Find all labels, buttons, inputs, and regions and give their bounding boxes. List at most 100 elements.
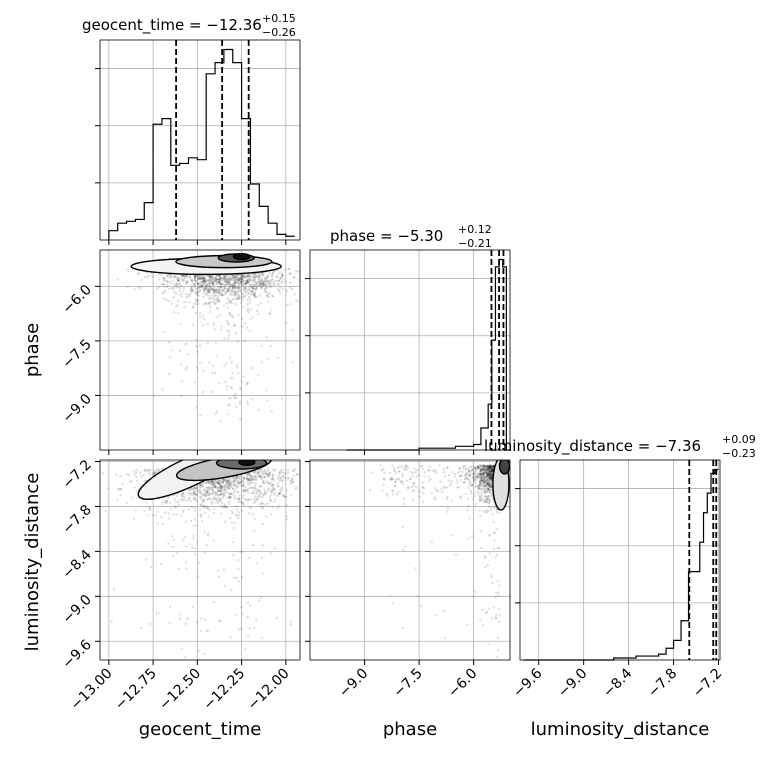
sample-point xyxy=(221,502,224,505)
sample-point xyxy=(269,499,272,502)
sample-point xyxy=(224,279,227,282)
sample-point xyxy=(240,509,243,512)
sample-point xyxy=(255,488,258,491)
sample-point xyxy=(490,486,493,489)
sample-point xyxy=(265,286,268,290)
sample-point xyxy=(246,277,250,280)
sample-point xyxy=(279,477,282,480)
sample-point xyxy=(195,338,198,342)
sample-point xyxy=(261,472,264,476)
sample-point xyxy=(273,493,276,496)
sample-point xyxy=(200,277,204,280)
sample-point xyxy=(404,464,407,468)
sample-point xyxy=(110,620,113,623)
sample-point xyxy=(147,468,150,472)
sample-point xyxy=(218,274,222,277)
sample-point xyxy=(248,472,251,476)
sample-point xyxy=(248,318,252,321)
sample-point xyxy=(203,275,207,278)
sample-point xyxy=(218,619,222,623)
density-contours xyxy=(130,252,282,276)
sample-point xyxy=(239,481,243,484)
sample-point xyxy=(266,357,269,360)
sample-point xyxy=(240,280,243,283)
sample-point xyxy=(289,281,292,284)
sample-point xyxy=(192,305,195,308)
sample-point xyxy=(491,469,494,472)
sample-point xyxy=(277,491,281,495)
sample-point xyxy=(253,489,256,493)
sample-point xyxy=(165,499,168,503)
sample-point xyxy=(478,475,481,479)
sample-point xyxy=(177,503,180,506)
sample-point xyxy=(208,288,212,292)
sample-point xyxy=(196,290,200,294)
sample-point xyxy=(209,481,213,485)
sample-point xyxy=(219,285,222,289)
sample-point xyxy=(188,496,191,500)
sample-point xyxy=(201,499,205,502)
sample-point xyxy=(162,522,165,526)
sample-point xyxy=(212,483,215,486)
sample-point xyxy=(207,278,211,281)
sample-point xyxy=(182,279,186,282)
sample-point xyxy=(267,292,270,295)
sample-point xyxy=(209,296,212,300)
sample-point xyxy=(486,487,489,491)
sample-point xyxy=(289,302,293,306)
sample-point xyxy=(234,278,238,281)
sample-point xyxy=(172,296,175,299)
sample-point xyxy=(433,498,437,501)
sample-point xyxy=(198,277,201,281)
sample-point xyxy=(207,294,211,297)
sample-point xyxy=(456,481,459,484)
sample-point xyxy=(209,310,212,314)
sample-point xyxy=(219,282,222,286)
sample-point xyxy=(392,490,395,493)
sample-point xyxy=(194,486,198,490)
sample-point xyxy=(215,493,218,496)
sample-point xyxy=(278,471,281,474)
sample-point xyxy=(185,520,188,523)
sample-point xyxy=(246,498,250,501)
sample-point xyxy=(238,482,241,486)
sample-point xyxy=(196,493,199,497)
sample-point xyxy=(216,482,220,485)
sample-point xyxy=(264,290,268,293)
sample-point xyxy=(232,283,236,287)
sample-point xyxy=(495,614,498,617)
sample-point xyxy=(179,498,182,502)
sample-point xyxy=(233,484,236,487)
sample-point xyxy=(277,272,280,275)
sample-point xyxy=(401,483,405,486)
sample-point xyxy=(488,484,492,488)
sample-point xyxy=(218,277,221,281)
sample-point xyxy=(243,477,246,481)
sample-point xyxy=(207,480,210,483)
sample-point xyxy=(228,495,231,499)
sample-point xyxy=(251,276,254,279)
sample-point xyxy=(193,276,196,279)
sample-point xyxy=(234,281,238,284)
sample-point xyxy=(281,274,284,278)
sample-point xyxy=(125,501,129,504)
sample-point xyxy=(488,466,492,469)
sample-point xyxy=(271,476,275,479)
sample-point xyxy=(260,279,264,282)
sample-point xyxy=(283,268,286,272)
sample-point xyxy=(245,275,249,279)
sample-point xyxy=(204,494,207,498)
sample-point xyxy=(489,485,492,488)
sample-point xyxy=(428,465,431,469)
sample-point xyxy=(232,526,236,530)
sample-point xyxy=(194,279,197,283)
sample-point xyxy=(218,482,221,486)
sample-point xyxy=(215,307,219,310)
sample-point xyxy=(140,278,143,282)
sample-point xyxy=(295,472,299,476)
sample-point xyxy=(235,477,239,480)
sample-point xyxy=(155,287,159,290)
sample-point xyxy=(178,282,182,285)
sample-point xyxy=(174,506,178,509)
sample-point xyxy=(450,499,453,502)
